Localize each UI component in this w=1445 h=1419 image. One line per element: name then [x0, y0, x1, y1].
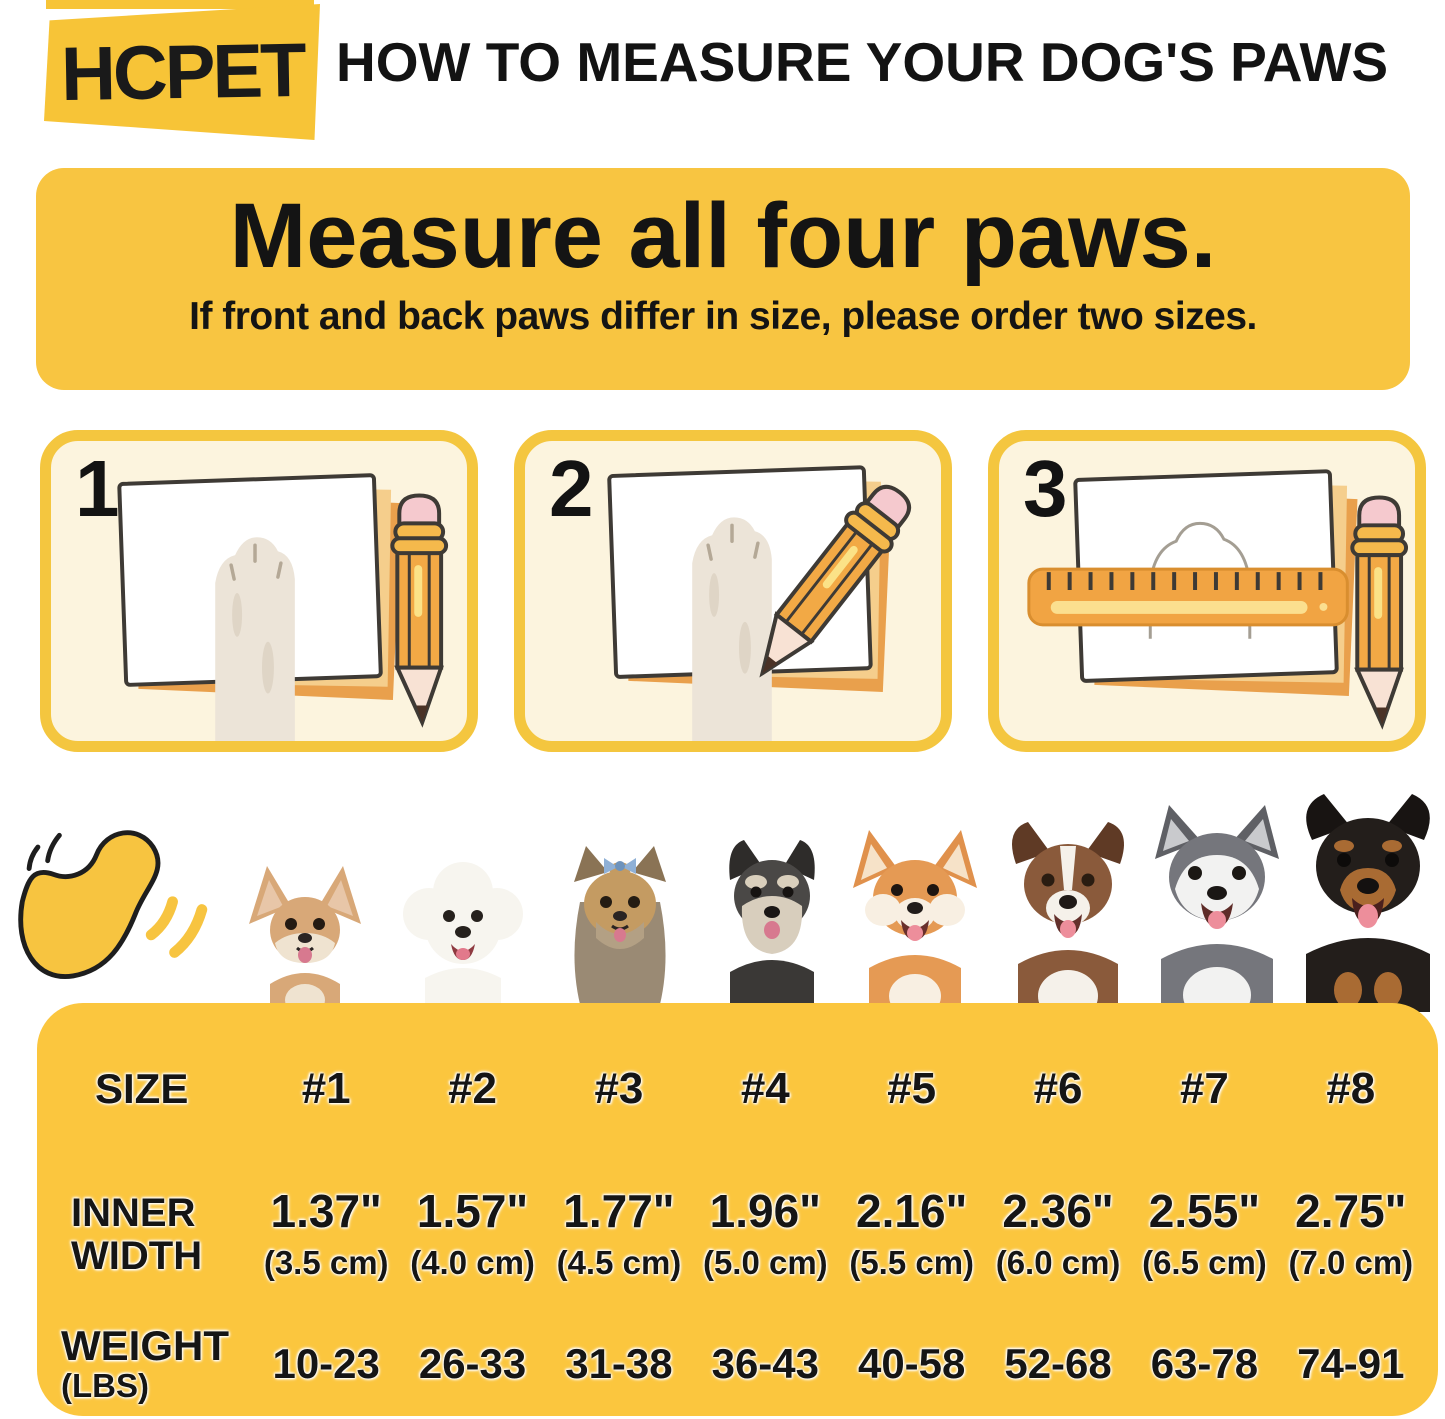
brand-logo-text: HCPET	[59, 27, 305, 117]
dog-alaskan-malamute	[1131, 797, 1303, 1012]
brand-logo: HCPET	[44, 4, 320, 140]
step-card-3: 3	[988, 430, 1426, 752]
inner-width-cm: (6.0 cm)	[995, 1244, 1121, 1281]
size-value: #5	[887, 1064, 937, 1113]
inner-width-cm: (4.0 cm)	[410, 1244, 535, 1281]
row-label-inner-width: INNER WIDTH	[43, 1159, 253, 1311]
size-value: #8	[1326, 1064, 1376, 1113]
step-number-2: 2	[549, 444, 594, 533]
size-value: #6	[1033, 1064, 1083, 1113]
inner-width-inches: 2.36"	[1002, 1185, 1114, 1237]
dog-bichon-frise	[399, 852, 527, 1012]
page-title: HOW TO MEASURE YOUR DOG'S PAWS	[336, 31, 1389, 93]
inner-width-cell: 1.77" (4.5 cm)	[546, 1159, 692, 1311]
inner-width-cell: 1.37" (3.5 cm)	[253, 1159, 399, 1311]
weight-label-line2: (LBS)	[61, 1367, 149, 1405]
step-card-1: 1	[40, 430, 478, 752]
inner-width-cell: 2.55" (6.5 cm)	[1131, 1159, 1277, 1311]
dog-rottweiler	[1276, 782, 1445, 1012]
squiggle-icon	[18, 830, 208, 979]
banner-subheading: If front and back paws differ in size, p…	[189, 295, 1257, 338]
inner-width-cell: 2.75" (7.0 cm)	[1278, 1159, 1424, 1311]
inner-width-inches: 1.37"	[270, 1185, 382, 1237]
inner-width-cell: 2.36" (6.0 cm)	[985, 1159, 1131, 1311]
step-number-1: 1	[75, 444, 120, 533]
inner-width-inches: 1.77"	[563, 1185, 675, 1237]
size-value: #7	[1179, 1064, 1229, 1113]
inner-width-inches: 2.75"	[1295, 1185, 1407, 1237]
inner-width-cell: 1.57" (4.0 cm)	[399, 1159, 545, 1311]
weight-value: 52-68	[1004, 1339, 1112, 1387]
inner-width-label-line1: INNER	[71, 1190, 196, 1235]
dog-shiba-inu	[839, 822, 991, 1012]
weight-label-line1: WEIGHT	[61, 1322, 229, 1369]
inner-width-cm: (3.5 cm)	[263, 1244, 389, 1281]
size-value: #3	[594, 1064, 644, 1113]
weight-value: 36-43	[711, 1339, 820, 1387]
size-value: #2	[448, 1064, 498, 1113]
inner-width-cm: (7.0 cm)	[1288, 1244, 1414, 1281]
inner-width-inches: 1.96"	[709, 1185, 821, 1237]
inner-width-inches: 2.55"	[1148, 1185, 1261, 1237]
step-card-2: 2	[514, 430, 952, 752]
inner-width-cell: 2.16" (5.5 cm)	[839, 1159, 985, 1311]
inner-width-cell: 1.96" (5.0 cm)	[692, 1159, 838, 1311]
inner-width-label-line2: WIDTH	[71, 1234, 203, 1278]
ruler-measure-illustration	[1026, 469, 1409, 727]
inner-width-cm: (4.5 cm)	[556, 1244, 682, 1281]
inner-width-cm: (5.0 cm)	[702, 1244, 828, 1281]
weight-value: 74-91	[1297, 1339, 1405, 1387]
logo-top-strip	[46, 0, 314, 9]
weight-value: 31-38	[565, 1339, 673, 1387]
inner-width-inches: 2.16"	[856, 1185, 968, 1237]
step-number-3: 3	[1023, 444, 1068, 533]
inner-width-inches: 1.57"	[416, 1185, 529, 1237]
weight-value: 26-33	[418, 1339, 527, 1387]
row-label-size: SIZE	[95, 1065, 189, 1112]
dog-chihuahua	[245, 862, 365, 1012]
weight-value: 63-78	[1150, 1339, 1259, 1387]
banner-heading: Measure all four paws.	[229, 185, 1217, 287]
measure-banner: Measure all four paws. If front and back…	[36, 168, 1410, 390]
dog-schnauzer	[700, 832, 844, 1012]
dog-yorkshire-terrier	[552, 842, 688, 1012]
inner-width-cm: (5.5 cm)	[849, 1244, 975, 1281]
size-value: #4	[740, 1064, 790, 1113]
size-chart-table: SIZE #1 #2 #3 #4 #5 #6 #7 #8 INNER WIDTH…	[37, 1003, 1438, 1416]
row-label-weight: WEIGHT (LBS)	[43, 1311, 253, 1416]
inner-width-cm: (6.5 cm)	[1142, 1244, 1267, 1281]
weight-value: 10-23	[272, 1339, 380, 1387]
size-value: #1	[301, 1064, 351, 1113]
dog-australian-shepherd	[988, 812, 1148, 1012]
weight-value: 40-58	[857, 1339, 966, 1387]
